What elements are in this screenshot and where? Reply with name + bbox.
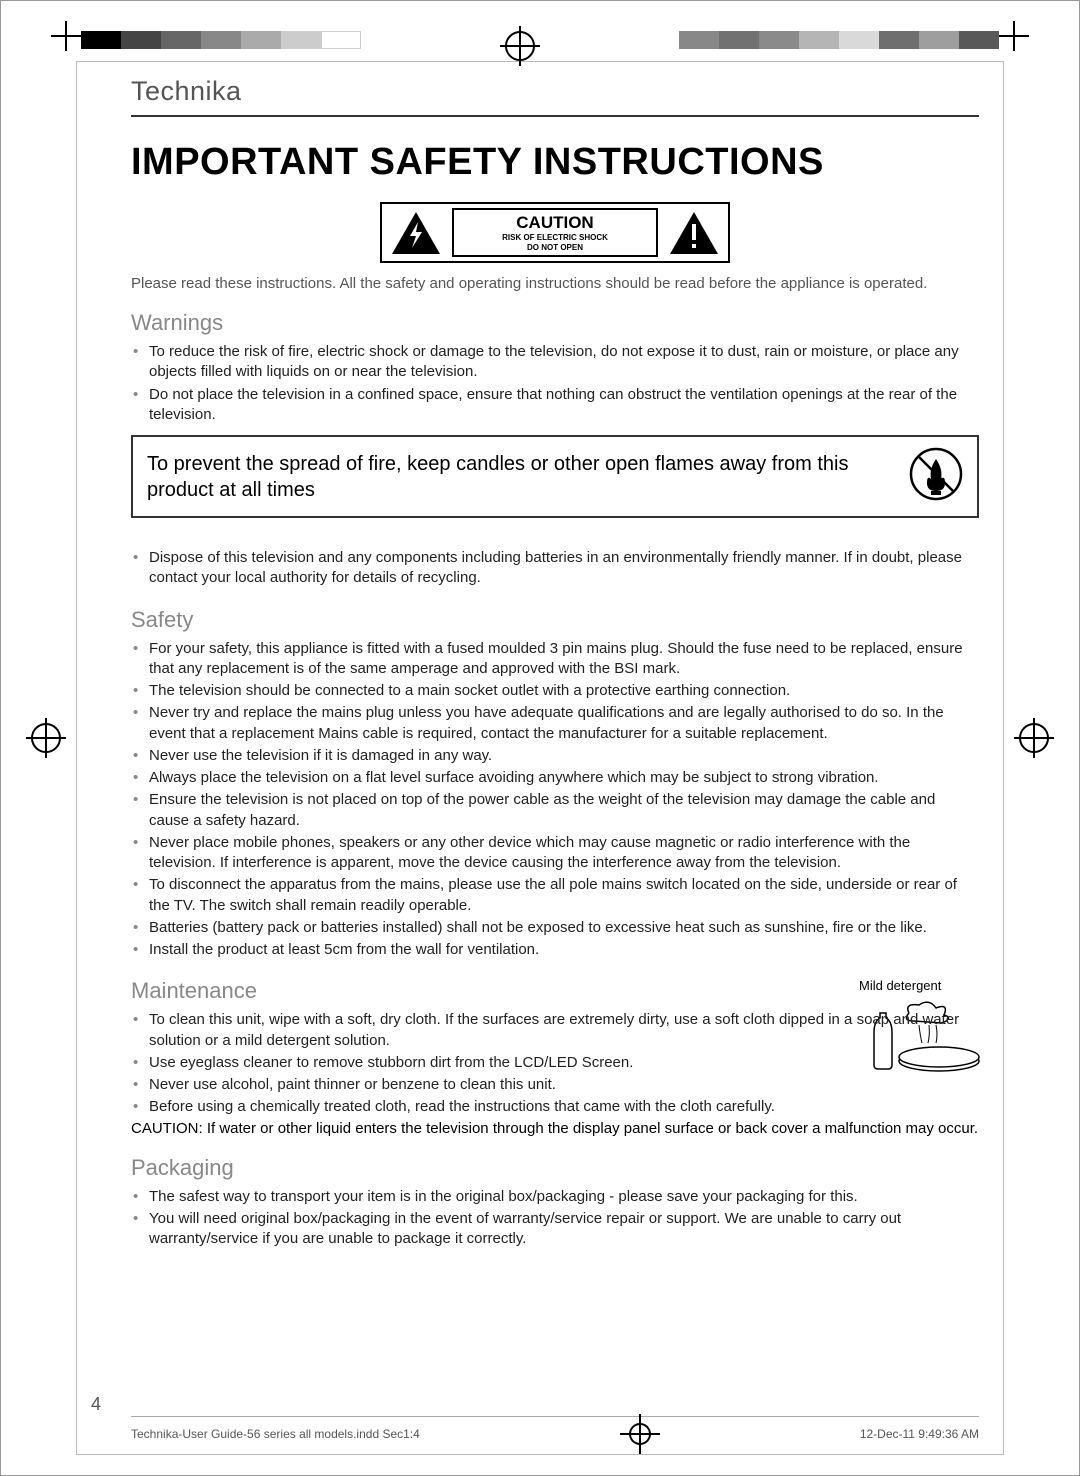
caution-label: CAUTION RISK OF ELECTRIC SHOCK DO NOT OP… <box>452 208 658 257</box>
list-item: For your safety, this appliance is fitte… <box>149 639 979 680</box>
registration-target-icon <box>629 1423 651 1445</box>
list-item: Never use the television if it is damage… <box>149 746 979 766</box>
caution-sub1: RISK OF ELECTRIC SHOCK <box>456 233 654 243</box>
list-item: Use eyeglass cleaner to remove stubborn … <box>149 1053 979 1073</box>
page-number: 4 <box>91 1394 101 1415</box>
crop-mark <box>999 21 1029 51</box>
safety-heading: Safety <box>131 607 979 633</box>
color-bar-right <box>679 31 999 49</box>
list-item: To disconnect the apparatus from the mai… <box>149 875 979 916</box>
list-item: To reduce the risk of fire, electric sho… <box>149 342 979 383</box>
warnings-heading: Warnings <box>131 310 979 336</box>
no-flame-icon <box>909 447 963 506</box>
page-title: IMPORTANT SAFETY INSTRUCTIONS <box>131 141 979 184</box>
caution-heading: CAUTION <box>456 213 654 233</box>
registration-target-right <box>1019 723 1049 753</box>
safety-list: For your safety, this appliance is fitte… <box>131 639 979 961</box>
brand-name: Technika <box>131 76 979 117</box>
lead-paragraph: Please read these instructions. All the … <box>131 275 979 292</box>
warnings-list: To reduce the risk of fire, electric sho… <box>131 342 979 425</box>
maintenance-heading: Maintenance <box>131 978 979 1004</box>
color-bar-left <box>81 31 361 49</box>
list-item: Batteries (battery pack or batteries ins… <box>149 918 979 938</box>
list-item: Do not place the television in a confine… <box>149 385 979 426</box>
registration-target-left <box>31 723 61 753</box>
list-item: Install the product at least 5cm from th… <box>149 940 979 960</box>
list-item: Never try and replace the mains plug unl… <box>149 703 979 744</box>
maintenance-block: Maintenance Mild detergent To clean this… <box>131 978 979 1136</box>
list-item: The television should be connected to a … <box>149 681 979 701</box>
fire-warning-text: To prevent the spread of fire, keep cand… <box>147 451 899 503</box>
maintenance-caution: CAUTION: If water or other liquid enters… <box>131 1120 979 1137</box>
packaging-list: The safest way to transport your item is… <box>131 1187 979 1250</box>
lightning-triangle-icon <box>386 208 446 257</box>
document-page: Technika IMPORTANT SAFETY INSTRUCTIONS C… <box>0 0 1080 1476</box>
footer-file: Technika-User Guide-56 series all models… <box>131 1427 420 1441</box>
print-footer: Technika-User Guide-56 series all models… <box>131 1416 979 1445</box>
list-item: Before using a chemically treated cloth,… <box>149 1097 979 1117</box>
warnings-list-2: Dispose of this television and any compo… <box>131 548 979 589</box>
registration-target-icon <box>505 31 535 61</box>
list-item: The safest way to transport your item is… <box>149 1187 979 1207</box>
page-content: Technika IMPORTANT SAFETY INSTRUCTIONS C… <box>131 76 979 1251</box>
packaging-heading: Packaging <box>131 1155 979 1181</box>
caution-sub2: DO NOT OPEN <box>456 243 654 253</box>
fire-warning-box: To prevent the spread of fire, keep cand… <box>131 435 979 518</box>
list-item: Never use alcohol, paint thinner or benz… <box>149 1075 979 1095</box>
footer-timestamp: 12-Dec-11 9:49:36 AM <box>860 1427 979 1441</box>
list-item: To clean this unit, wipe with a soft, dr… <box>149 1010 979 1051</box>
list-item: Never place mobile phones, speakers or a… <box>149 833 979 874</box>
list-item: You will need original box/packaging in … <box>149 1209 979 1250</box>
list-item: Always place the television on a flat le… <box>149 768 979 788</box>
detergent-label: Mild detergent <box>859 978 989 993</box>
exclamation-triangle-icon <box>664 208 724 257</box>
maintenance-list: To clean this unit, wipe with a soft, dr… <box>131 1010 979 1117</box>
list-item: Ensure the television is not placed on t… <box>149 790 979 831</box>
caution-box: CAUTION RISK OF ELECTRIC SHOCK DO NOT OP… <box>380 202 730 263</box>
list-item: Dispose of this television and any compo… <box>149 548 979 589</box>
crop-mark <box>51 21 81 51</box>
